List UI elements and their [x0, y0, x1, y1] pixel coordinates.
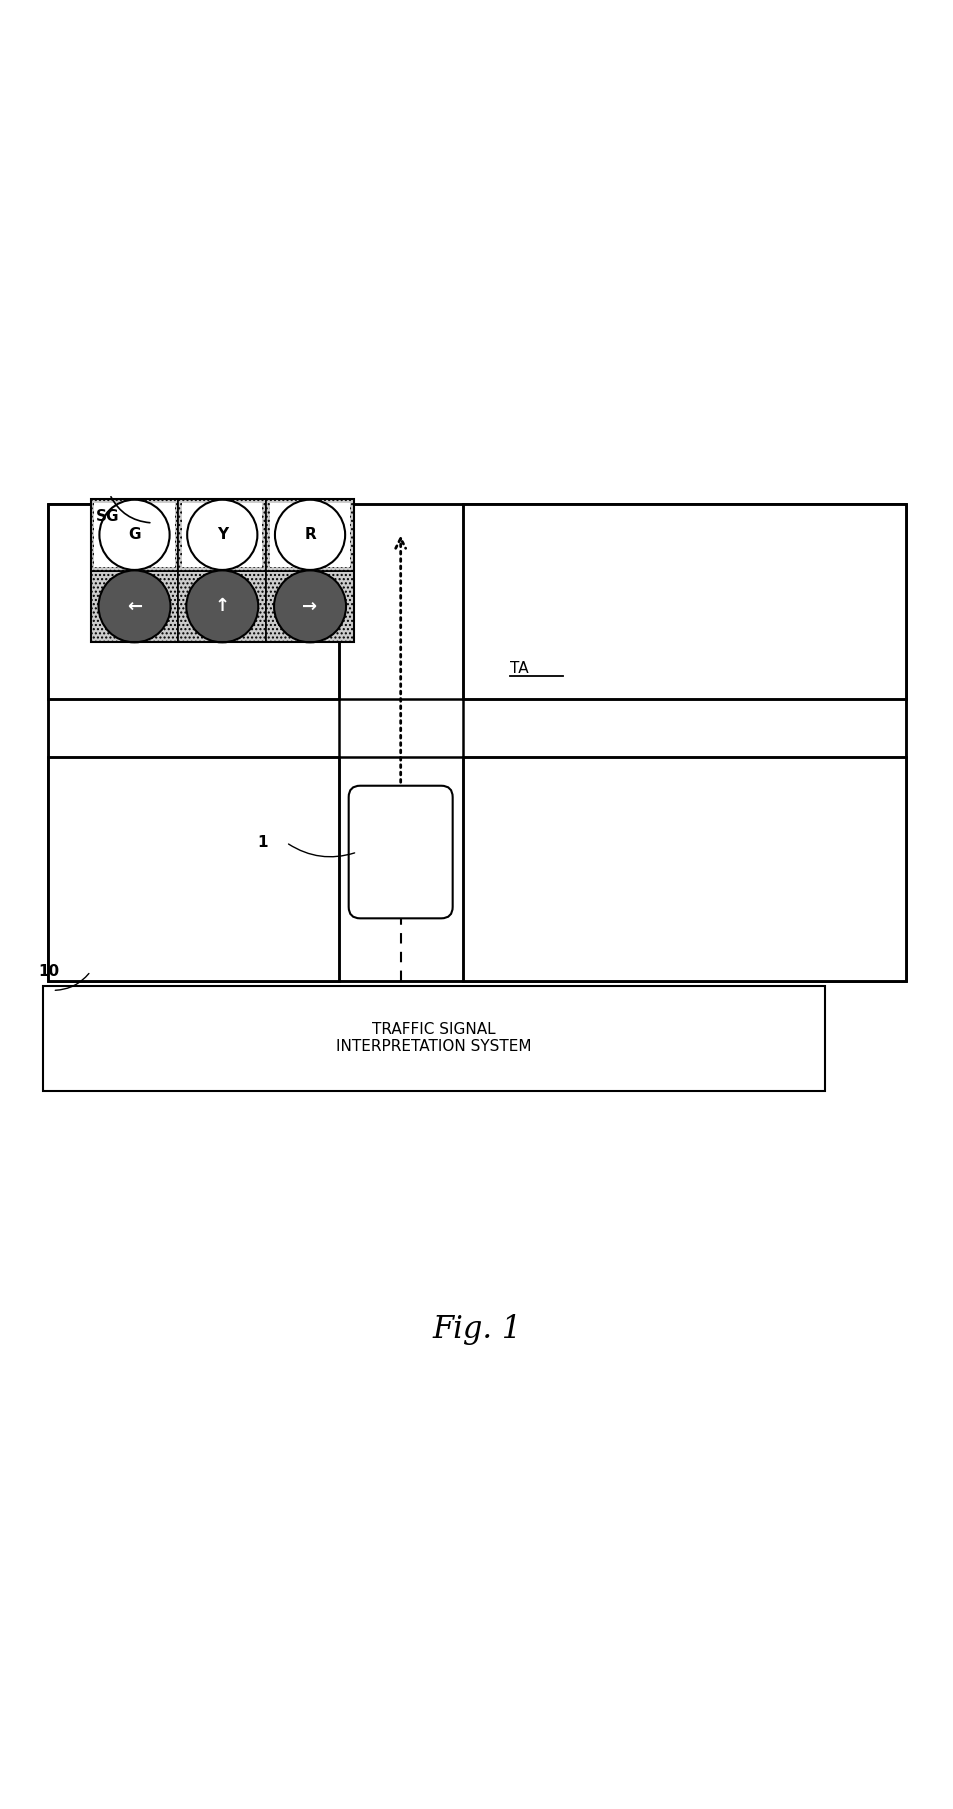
Circle shape — [99, 499, 170, 570]
Bar — [178, 499, 266, 570]
Bar — [43, 986, 824, 1091]
Bar — [270, 503, 350, 566]
Bar — [266, 499, 354, 570]
Circle shape — [274, 570, 346, 642]
Bar — [91, 499, 178, 570]
Text: Fig. 1: Fig. 1 — [432, 1313, 521, 1344]
Text: TA: TA — [510, 660, 529, 675]
Text: Y: Y — [216, 528, 228, 543]
Bar — [48, 505, 338, 700]
Text: R: R — [304, 528, 315, 543]
Bar — [48, 505, 905, 980]
Bar — [462, 505, 905, 700]
Text: G: G — [128, 528, 141, 543]
Text: ←: ← — [127, 597, 142, 615]
Bar — [182, 503, 262, 566]
Text: 1: 1 — [256, 836, 268, 850]
FancyBboxPatch shape — [349, 785, 453, 919]
Bar — [462, 756, 905, 980]
Circle shape — [187, 499, 257, 570]
Text: →: → — [302, 597, 317, 615]
Circle shape — [274, 499, 345, 570]
Bar — [48, 505, 905, 980]
Text: TRAFFIC SIGNAL
INTERPRETATION SYSTEM: TRAFFIC SIGNAL INTERPRETATION SYSTEM — [336, 1022, 531, 1055]
Circle shape — [98, 570, 171, 642]
Circle shape — [186, 570, 258, 642]
Text: 10: 10 — [38, 964, 59, 979]
Bar — [266, 570, 354, 642]
Bar — [91, 570, 178, 642]
Bar — [178, 570, 266, 642]
Bar — [94, 503, 174, 566]
Text: SG: SG — [95, 508, 119, 523]
Bar — [91, 499, 354, 642]
Bar — [48, 756, 338, 980]
Text: ↑: ↑ — [214, 597, 230, 615]
